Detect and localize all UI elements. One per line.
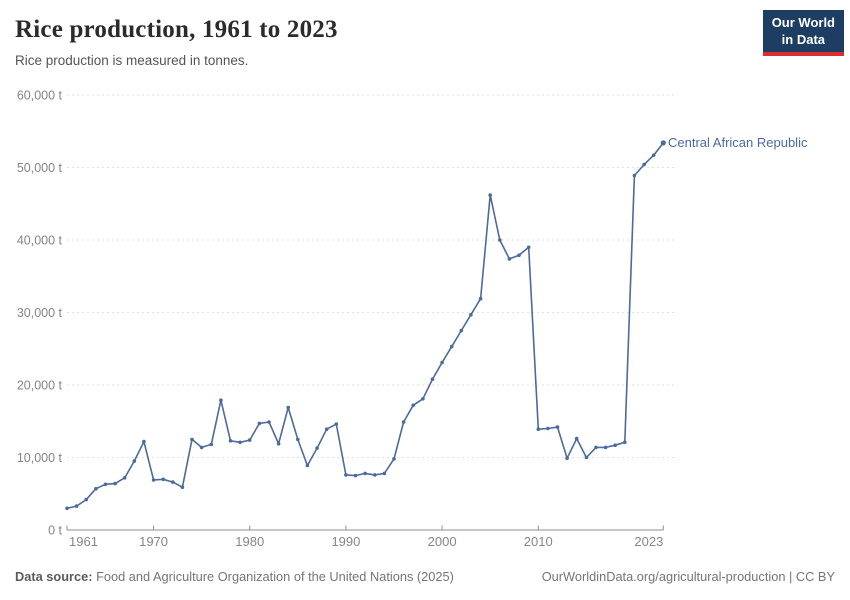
data-point[interactable]: [180, 485, 185, 490]
data-point[interactable]: [651, 153, 656, 157]
footer-separator: |: [785, 569, 796, 584]
owid-logo[interactable]: Our World in Data: [762, 10, 844, 57]
y-axis-tick-label: 30,000 t: [17, 306, 63, 320]
x-axis-tick-label: 1961: [69, 534, 98, 549]
data-point[interactable]: [238, 440, 242, 445]
data-point[interactable]: [382, 471, 387, 476]
data-point[interactable]: [594, 445, 598, 450]
data-point[interactable]: [209, 442, 214, 447]
data-point[interactable]: [363, 471, 367, 476]
data-point[interactable]: [84, 497, 88, 502]
data-point[interactable]: [257, 421, 262, 426]
data-point[interactable]: [603, 445, 608, 450]
data-point[interactable]: [613, 443, 617, 448]
data-point[interactable]: [190, 437, 194, 442]
data-point[interactable]: [469, 312, 473, 317]
y-axis-tick-label: 0 t: [48, 524, 62, 538]
data-point[interactable]: [421, 397, 425, 401]
data-point[interactable]: [199, 445, 204, 450]
data-point[interactable]: [267, 420, 271, 424]
data-point[interactable]: [401, 420, 406, 424]
data-point[interactable]: [373, 473, 377, 477]
data-point[interactable]: [65, 506, 69, 511]
owid-logo-line2: in Data: [781, 31, 826, 47]
x-axis-tick-label: 2023: [634, 534, 663, 549]
data-point[interactable]: [219, 398, 223, 403]
data-point[interactable]: [507, 257, 512, 261]
data-source-text: Food and Agriculture Organization of the…: [92, 569, 454, 584]
data-point[interactable]: [536, 427, 541, 432]
license-badge: CC BY: [795, 569, 835, 584]
data-point[interactable]: [574, 436, 579, 441]
data-point[interactable]: [94, 486, 98, 491]
chart: 0 t 10,000 t 20,000 t 30,000 t 40,000 t 50,00…: [0, 85, 850, 560]
data-point[interactable]: [526, 245, 531, 250]
series-label-central-african-republic[interactable]: Central African Republic: [668, 135, 808, 150]
data-point[interactable]: [623, 440, 627, 445]
data-point[interactable]: [228, 439, 233, 443]
data-point[interactable]: [642, 162, 646, 167]
data-point[interactable]: [440, 360, 444, 365]
series-line-central-african-republic[interactable]: [66, 142, 665, 510]
data-point[interactable]: [334, 422, 339, 426]
page-title: Rice production, 1961 to 2023: [15, 16, 338, 43]
data-point[interactable]: [546, 426, 550, 431]
y-axis-tick-label: 50,000 t: [17, 161, 63, 175]
data-point[interactable]: [632, 173, 637, 178]
data-point[interactable]: [478, 296, 483, 301]
data-point[interactable]: [324, 427, 329, 432]
data-point[interactable]: [122, 476, 127, 480]
data-point[interactable]: [161, 477, 165, 482]
data-point[interactable]: [392, 457, 396, 461]
data-point[interactable]: [132, 459, 137, 463]
data-point[interactable]: [296, 437, 300, 442]
footer-right: OurWorldinData.org/agricultural-producti…: [542, 569, 835, 584]
data-point[interactable]: [151, 478, 156, 482]
data-point[interactable]: [344, 473, 348, 477]
data-point[interactable]: [315, 446, 319, 450]
y-axis-tick-label: 60,000 t: [17, 89, 63, 103]
owid-url-link[interactable]: OurWorldinData.org/agricultural-producti…: [541, 569, 786, 584]
data-point[interactable]: [660, 140, 666, 146]
chart-svg: 0 t 10,000 t 20,000 t 30,000 t 40,000 t 50,00…: [17, 89, 677, 549]
data-point[interactable]: [171, 480, 175, 484]
data-point[interactable]: [565, 456, 569, 461]
x-axis-tick-label: 2000: [428, 534, 457, 549]
data-point[interactable]: [517, 253, 521, 257]
page-subtitle: Rice production is measured in tonnes.: [15, 53, 249, 68]
data-point[interactable]: [584, 455, 589, 460]
x-axis-tick-label: 2010: [524, 534, 553, 549]
data-point[interactable]: [276, 441, 281, 446]
y-axis-tick-label: 20,000 t: [17, 379, 63, 393]
data-point[interactable]: [142, 439, 146, 444]
data-point[interactable]: [113, 481, 117, 486]
data-point[interactable]: [459, 328, 464, 333]
x-axis-tick-label: 1970: [139, 534, 168, 549]
data-point[interactable]: [286, 405, 291, 410]
owid-logo-line1: Our World: [771, 15, 835, 30]
data-point[interactable]: [449, 344, 454, 349]
data-point[interactable]: [353, 473, 358, 478]
y-axis-tick-label: 40,000 t: [17, 234, 63, 248]
data-source-note: Data source: Food and Agriculture Organi…: [15, 569, 454, 584]
data-point[interactable]: [430, 377, 435, 382]
x-axis-tick-label: 1980: [235, 534, 264, 549]
footer: Data source: Food and Agriculture Organi…: [15, 569, 835, 584]
data-point[interactable]: [555, 425, 560, 429]
data-point[interactable]: [498, 238, 502, 242]
x-axis-tick-label: 1990: [331, 534, 360, 549]
data-point[interactable]: [247, 438, 252, 442]
data-point[interactable]: [74, 504, 79, 508]
data-point[interactable]: [488, 193, 493, 197]
data-point[interactable]: [411, 403, 416, 408]
y-axis-tick-label: 10,000 t: [17, 451, 63, 465]
data-source-label: Data source:: [15, 569, 93, 584]
data-point[interactable]: [305, 463, 310, 468]
data-point[interactable]: [103, 482, 108, 487]
